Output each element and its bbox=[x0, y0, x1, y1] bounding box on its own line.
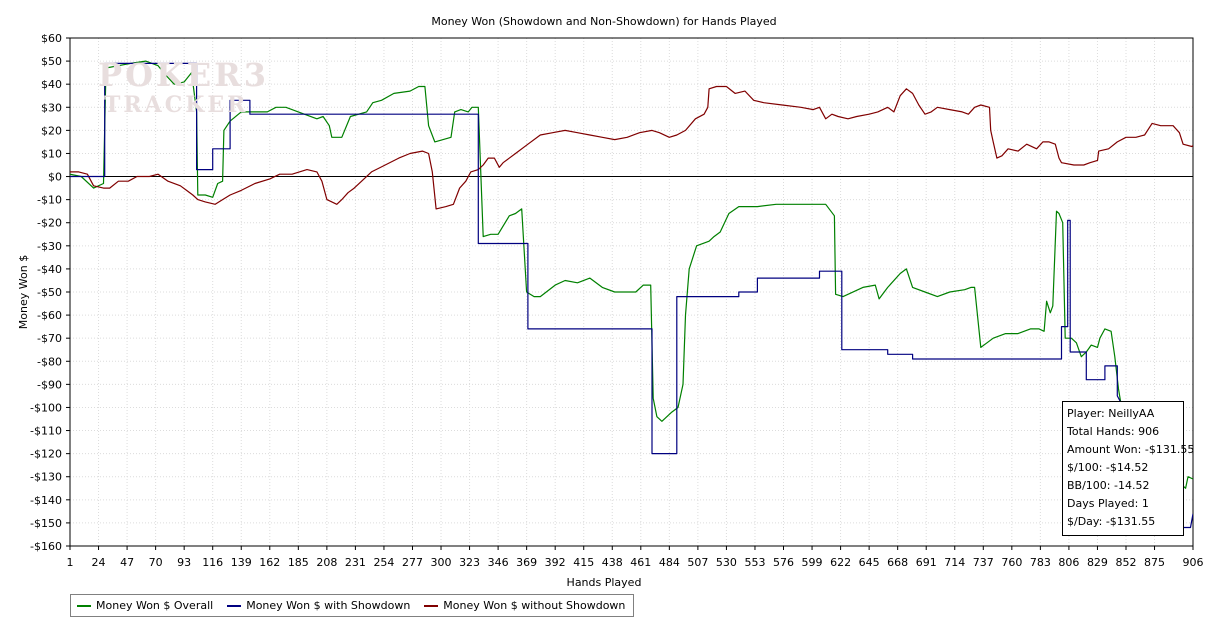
x-tick-label: 300 bbox=[431, 556, 452, 569]
x-tick-label: 530 bbox=[716, 556, 737, 569]
x-tick-label: 622 bbox=[830, 556, 851, 569]
y-tick-label: $50 bbox=[41, 55, 62, 68]
y-tick-label: $30 bbox=[41, 101, 62, 114]
y-tick-label: -$130 bbox=[30, 471, 62, 484]
y-tick-label: $10 bbox=[41, 147, 62, 160]
y-tick-label: -$50 bbox=[37, 286, 62, 299]
legend-entry-non-showdown: Money Won $ without Showdown bbox=[418, 599, 633, 612]
x-tick-label: 392 bbox=[545, 556, 566, 569]
x-tick-label: 346 bbox=[488, 556, 509, 569]
x-tick-label: 139 bbox=[231, 556, 252, 569]
x-tick-label: 484 bbox=[659, 556, 680, 569]
plot-area: 1 24 47 70 93 116 139 162 185 208 231 254 277 300 323 3… bbox=[30, 32, 1203, 569]
player-name: Player: NeillyAA bbox=[1067, 407, 1155, 420]
x-tick-label: 47 bbox=[120, 556, 134, 569]
x-tick-label: 906 bbox=[1183, 556, 1204, 569]
x-tick-label: 70 bbox=[149, 556, 163, 569]
series-line-showdown bbox=[70, 62, 1193, 529]
x-tick-label: 668 bbox=[887, 556, 908, 569]
x-tick-label: 1 bbox=[67, 556, 74, 569]
x-tick-label: 806 bbox=[1058, 556, 1079, 569]
legend-entry-showdown: Money Won $ with Showdown bbox=[221, 599, 418, 612]
x-tick-label: 323 bbox=[459, 556, 480, 569]
legend-entry-overall: Money Won $ Overall bbox=[71, 599, 221, 612]
y-tick-label: -$20 bbox=[37, 217, 62, 230]
bb-per-100: BB/100: -14.52 bbox=[1067, 479, 1150, 492]
legend-label-overall: Money Won $ Overall bbox=[96, 599, 214, 612]
x-tick-label: 507 bbox=[687, 556, 708, 569]
y-tick-label: $0 bbox=[48, 171, 62, 184]
x-tick-label: 461 bbox=[630, 556, 651, 569]
player-stats-box: Player: NeillyAA Total Hands: 906 Amount… bbox=[1062, 401, 1195, 536]
y-tick-label: -$30 bbox=[37, 240, 62, 253]
y-tick-label: -$150 bbox=[30, 517, 62, 530]
x-tick-label: 254 bbox=[373, 556, 394, 569]
y-tick-label: $20 bbox=[41, 124, 62, 137]
y-tick-label: -$70 bbox=[37, 332, 62, 345]
x-tick-label: 576 bbox=[773, 556, 794, 569]
x-tick-label: 162 bbox=[259, 556, 280, 569]
series-line-non-showdown bbox=[70, 85, 1193, 210]
legend-swatch-overall bbox=[77, 604, 91, 607]
y-axis-title: Money Won $ bbox=[17, 255, 30, 329]
x-tick-label: 553 bbox=[744, 556, 765, 569]
x-tick-label: 691 bbox=[916, 556, 937, 569]
x-tick-label: 24 bbox=[92, 556, 106, 569]
x-tick-label: 760 bbox=[1001, 556, 1022, 569]
y-tick-label: -$40 bbox=[37, 263, 62, 276]
x-tick-label: 829 bbox=[1087, 556, 1108, 569]
x-tick-label: 415 bbox=[573, 556, 594, 569]
y-tick-label: -$120 bbox=[30, 448, 62, 461]
plot-border bbox=[69, 37, 1194, 547]
x-tick-label: 714 bbox=[944, 556, 965, 569]
x-tick-label: 208 bbox=[316, 556, 337, 569]
x-tick-label: 438 bbox=[602, 556, 623, 569]
x-tick-label: 369 bbox=[516, 556, 537, 569]
x-tick-label: 93 bbox=[177, 556, 191, 569]
x-tick-label: 737 bbox=[973, 556, 994, 569]
y-tick-label: -$140 bbox=[30, 494, 62, 507]
x-tick-label: 783 bbox=[1030, 556, 1051, 569]
legend-swatch-non-showdown bbox=[424, 604, 439, 607]
series-lines bbox=[70, 60, 1193, 529]
y-tick-label: -$90 bbox=[37, 378, 62, 391]
y-tick-label: $60 bbox=[41, 32, 62, 45]
y-tick-label: -$110 bbox=[30, 425, 62, 438]
x-tick-label: 277 bbox=[402, 556, 423, 569]
legend-swatch-showdown bbox=[227, 604, 242, 607]
x-tick-label: 116 bbox=[202, 556, 223, 569]
chart-legend: Money Won $ Overall Money Won $ with Sho… bbox=[70, 594, 635, 617]
x-tick-label: 645 bbox=[859, 556, 880, 569]
y-tick-label: -$80 bbox=[37, 355, 62, 368]
x-tick-label: 875 bbox=[1144, 556, 1165, 569]
total-hands: Total Hands: 906 bbox=[1067, 425, 1160, 438]
x-tick-label: 852 bbox=[1115, 556, 1136, 569]
x-tick-label: 599 bbox=[802, 556, 823, 569]
chart-title: Money Won (Showdown and Non-Showdown) fo… bbox=[431, 15, 776, 28]
legend-label-non-showdown: Money Won $ without Showdown bbox=[443, 599, 626, 612]
x-tick-label: 231 bbox=[345, 556, 366, 569]
y-tick-label: -$100 bbox=[30, 401, 62, 414]
y-tick-label: -$60 bbox=[37, 309, 62, 322]
x-axis-title: Hands Played bbox=[567, 576, 642, 589]
series-line-overall bbox=[70, 60, 1193, 489]
dollars-per-100: $/100: -$14.52 bbox=[1067, 461, 1149, 474]
y-tick-label: -$160 bbox=[30, 540, 62, 553]
x-tick-label: 185 bbox=[288, 556, 309, 569]
amount-won: Amount Won: -$131.55 bbox=[1067, 443, 1195, 456]
y-tick-label: -$10 bbox=[37, 194, 62, 207]
days-played: Days Played: 1 bbox=[1067, 497, 1149, 510]
y-tick-label: $40 bbox=[41, 78, 62, 91]
dollars-per-day: $/Day: -$131.55 bbox=[1067, 515, 1156, 528]
legend-label-showdown: Money Won $ with Showdown bbox=[246, 599, 411, 612]
